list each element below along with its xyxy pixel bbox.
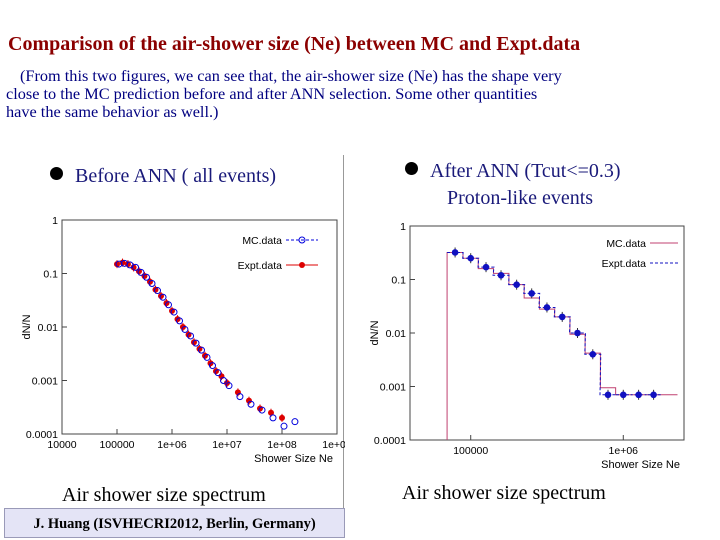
legend-label: Expt.data <box>238 260 283 272</box>
right-panel-heading: After ANN (Tcut<=0.3) <box>405 160 621 183</box>
mc-point <box>148 280 156 288</box>
x-tick-label: 1e+06 <box>157 439 187 451</box>
mc-point <box>258 406 266 414</box>
expt-point <box>635 391 642 399</box>
y-tick-label: 0.001 <box>32 376 58 388</box>
expt-histogram <box>447 251 662 396</box>
x-tick-label: 100000 <box>453 445 488 457</box>
x-axis-label: Shower Size Ne <box>254 453 333 465</box>
mc-point <box>164 301 172 309</box>
left-plot-frame <box>61 219 338 435</box>
mc-point <box>142 273 150 281</box>
expt-point <box>245 397 252 404</box>
mc-histogram <box>446 251 678 440</box>
expt-point <box>467 254 475 262</box>
left-panel-heading: Before ANN ( all events) <box>50 165 276 188</box>
y-axis-label: dN/N <box>369 320 381 345</box>
mc-point <box>236 393 244 401</box>
y-axis-label: dN/N <box>21 314 33 339</box>
expt-point <box>558 313 566 321</box>
y-tick-label: 0.001 <box>380 382 406 394</box>
right-caption: Air shower size spectrum <box>402 482 606 504</box>
y-tick-label: 0.1 <box>391 275 406 287</box>
description: (From this two figures, we can see that,… <box>6 67 712 121</box>
mc-point <box>247 400 255 408</box>
mc-point <box>203 353 211 361</box>
legend-label: MC.data <box>242 235 282 247</box>
description-line-1: (From this two figures, we can see that,… <box>20 66 562 85</box>
right-chart: 0.0001 0.001 0.01 0.1 1 100000 1e+06 Shower Siz… <box>369 221 685 471</box>
mc-point <box>153 287 161 295</box>
y-tick-label: 0.01 <box>386 328 407 340</box>
y-tick-label: 1 <box>52 215 58 227</box>
expt-point <box>130 264 137 271</box>
expt-point <box>589 350 597 358</box>
x-tick-label: 100000 <box>99 439 134 451</box>
expt-point <box>650 391 657 399</box>
y-tick-label: 1 <box>400 221 406 233</box>
mc-point <box>197 346 205 354</box>
expt-point <box>451 249 459 256</box>
expt-point <box>619 391 627 399</box>
credit-box: J. Huang (ISVHECRI2012, Berlin, Germany) <box>4 508 345 538</box>
mc-point <box>187 332 195 340</box>
legend-mc-marker <box>298 236 306 244</box>
y-tick-label: 0.0001 <box>26 429 58 441</box>
left-caption: Air shower size spectrum <box>62 484 266 506</box>
x-tick-label: 1e+06 <box>609 445 639 457</box>
page-title: Comparison of the air-shower size (Ne) b… <box>8 33 581 55</box>
expt-point <box>279 414 285 421</box>
y-tick-label: 0.0001 <box>374 435 406 447</box>
expt-point <box>513 281 520 288</box>
expt-point <box>482 263 490 271</box>
expt-point <box>152 286 159 293</box>
mc-point <box>159 293 167 301</box>
y-tick-label: 0.1 <box>43 269 58 281</box>
mc-point <box>214 369 222 377</box>
x-tick-label: 1e+09 <box>322 439 345 451</box>
mc-point <box>176 317 184 325</box>
bullet-icon <box>405 162 418 175</box>
expt-point <box>114 261 120 268</box>
x-tick-label: 1e+07 <box>212 439 242 451</box>
mc-point <box>132 263 140 271</box>
description-line-3: have the same behavior as well.) <box>6 102 219 121</box>
legend-label: MC.data <box>606 238 646 250</box>
mc-point <box>192 339 200 347</box>
x-tick-label: 10000 <box>47 439 76 451</box>
expt-point <box>119 259 126 266</box>
expt-point <box>497 271 505 279</box>
mc-point <box>137 268 145 276</box>
right-panel-subheading: Proton-like events <box>447 187 594 209</box>
mc-point <box>181 325 189 333</box>
expt-point <box>604 391 612 399</box>
mc-point <box>280 422 288 430</box>
mc-point <box>225 382 233 390</box>
left-chart: 0.0001 0.001 0.01 0.1 1 10000 100000 1e+06 1e+07… <box>21 215 345 465</box>
legend-label: Expt.data <box>602 258 647 270</box>
left-panel-bullet-text: Before ANN ( all events) <box>75 165 277 187</box>
legend-expt-marker <box>299 262 305 268</box>
x-tick-label: 1e+08 <box>267 439 297 451</box>
mc-point <box>208 362 216 370</box>
right-panel-bullet-text: After ANN (Tcut<=0.3) <box>430 160 621 182</box>
mc-point <box>269 414 277 422</box>
expt-point <box>574 329 581 337</box>
expt-point <box>190 339 197 346</box>
mc-point <box>219 377 227 384</box>
mc-point <box>126 261 134 269</box>
expt-point <box>268 409 275 416</box>
expt-point <box>543 304 551 311</box>
x-axis-label: Shower Size Ne <box>601 459 680 471</box>
mc-point <box>291 418 299 426</box>
bullet-icon <box>50 167 63 180</box>
description-line-2: close to the MC prediction before and af… <box>6 84 538 103</box>
panel-divider <box>343 155 344 510</box>
mc-point <box>170 308 178 316</box>
y-tick-label: 0.01 <box>38 322 59 334</box>
expt-point <box>528 290 535 297</box>
